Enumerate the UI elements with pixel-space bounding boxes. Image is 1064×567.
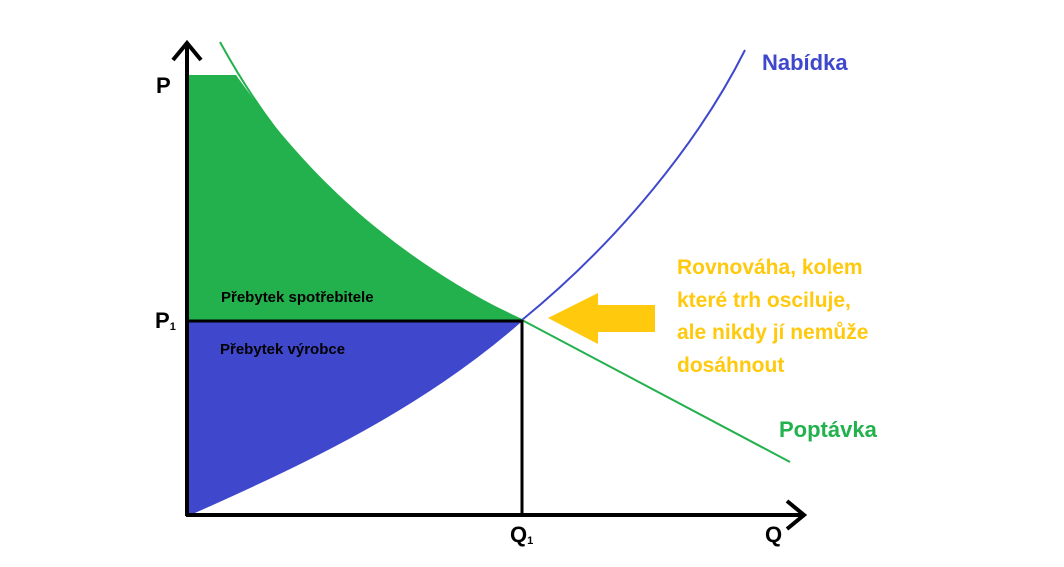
equilibrium-note: Rovnováha, kolem které trh osciluje, ale…	[677, 252, 868, 382]
note-line: Rovnováha, kolem	[677, 256, 863, 279]
q1-label: Q1	[510, 522, 534, 547]
producer-surplus-area	[188, 320, 522, 515]
consumer-surplus-area	[188, 75, 522, 320]
x-axis-arrowhead	[785, 499, 808, 531]
demand-curve	[219, 41, 791, 463]
note-line: ale nikdy jí nemůže	[677, 321, 869, 344]
producer-surplus-label: Přebytek výrobce	[220, 341, 346, 358]
q-axis-label: Q	[765, 522, 783, 547]
note-line: které trh osciluje,	[677, 288, 851, 312]
demand-label: Poptávka	[779, 417, 877, 442]
consumer-surplus-label: Přebytek spotřebitele	[221, 289, 374, 306]
equilibrium-arrow-icon	[548, 293, 655, 344]
p1-label: P1	[155, 308, 176, 333]
supply-label: Nabídka	[762, 50, 848, 75]
p-axis-label: P	[156, 73, 171, 98]
y-axis-arrowhead	[171, 39, 203, 62]
note-line: dosáhnout	[677, 353, 785, 377]
